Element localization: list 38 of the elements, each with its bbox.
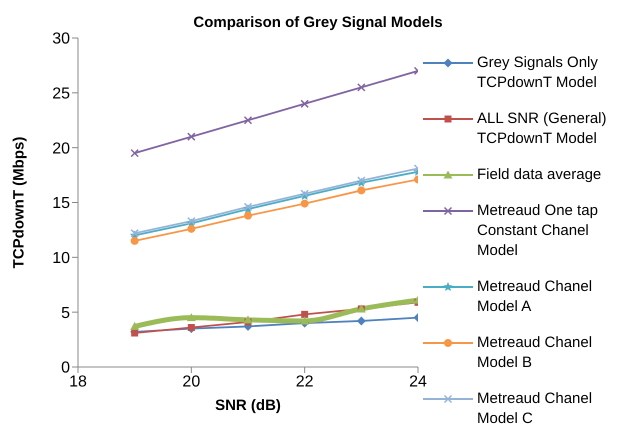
point xyxy=(301,310,308,318)
y-tick-label: 15 xyxy=(52,195,70,212)
y-axis-title: TCPdownT (Mbps) xyxy=(10,136,28,268)
y-tick-label: 5 xyxy=(61,304,70,322)
point xyxy=(187,224,196,233)
point xyxy=(244,116,252,124)
x-tick-label: 24 xyxy=(409,373,427,390)
point xyxy=(357,186,366,194)
y-tick-label: 0 xyxy=(61,360,70,377)
point xyxy=(131,330,138,337)
point xyxy=(130,148,139,158)
x-tick-label: 22 xyxy=(296,373,314,390)
point xyxy=(244,212,252,220)
x-axis-title: SNR (dB) xyxy=(215,397,281,414)
x-tick-label: 18 xyxy=(69,373,87,390)
chart-title: Comparison of Grey Signal Models xyxy=(192,14,444,31)
point xyxy=(130,322,140,330)
legend-label: Field data average xyxy=(477,165,602,185)
point xyxy=(186,313,196,322)
point xyxy=(357,83,366,92)
legend-label: Metreaud Chanel Model A xyxy=(477,277,594,317)
legend-label: Grey Signals Only TCPdownT Model xyxy=(477,53,599,93)
point xyxy=(356,316,366,326)
y-tick-label: 10 xyxy=(52,250,70,268)
y-tick-label: 25 xyxy=(52,86,70,103)
point xyxy=(300,200,309,208)
legend-label: Metreaud Chanel Model B xyxy=(477,333,594,373)
legend-label: ALL SNR (General) TCPdownT Model xyxy=(477,109,608,149)
legend-label: Metreaud One tap Constant Chanel Model xyxy=(477,201,599,261)
point xyxy=(300,100,309,108)
point xyxy=(300,316,310,324)
legend-label: Metreaud Chanel Model C xyxy=(477,389,594,429)
y-tick-label: 20 xyxy=(52,140,70,158)
point xyxy=(244,315,252,324)
point xyxy=(187,132,196,141)
x-tick-label: 20 xyxy=(182,373,200,390)
y-tick-label: 30 xyxy=(52,30,70,48)
point xyxy=(130,236,139,245)
